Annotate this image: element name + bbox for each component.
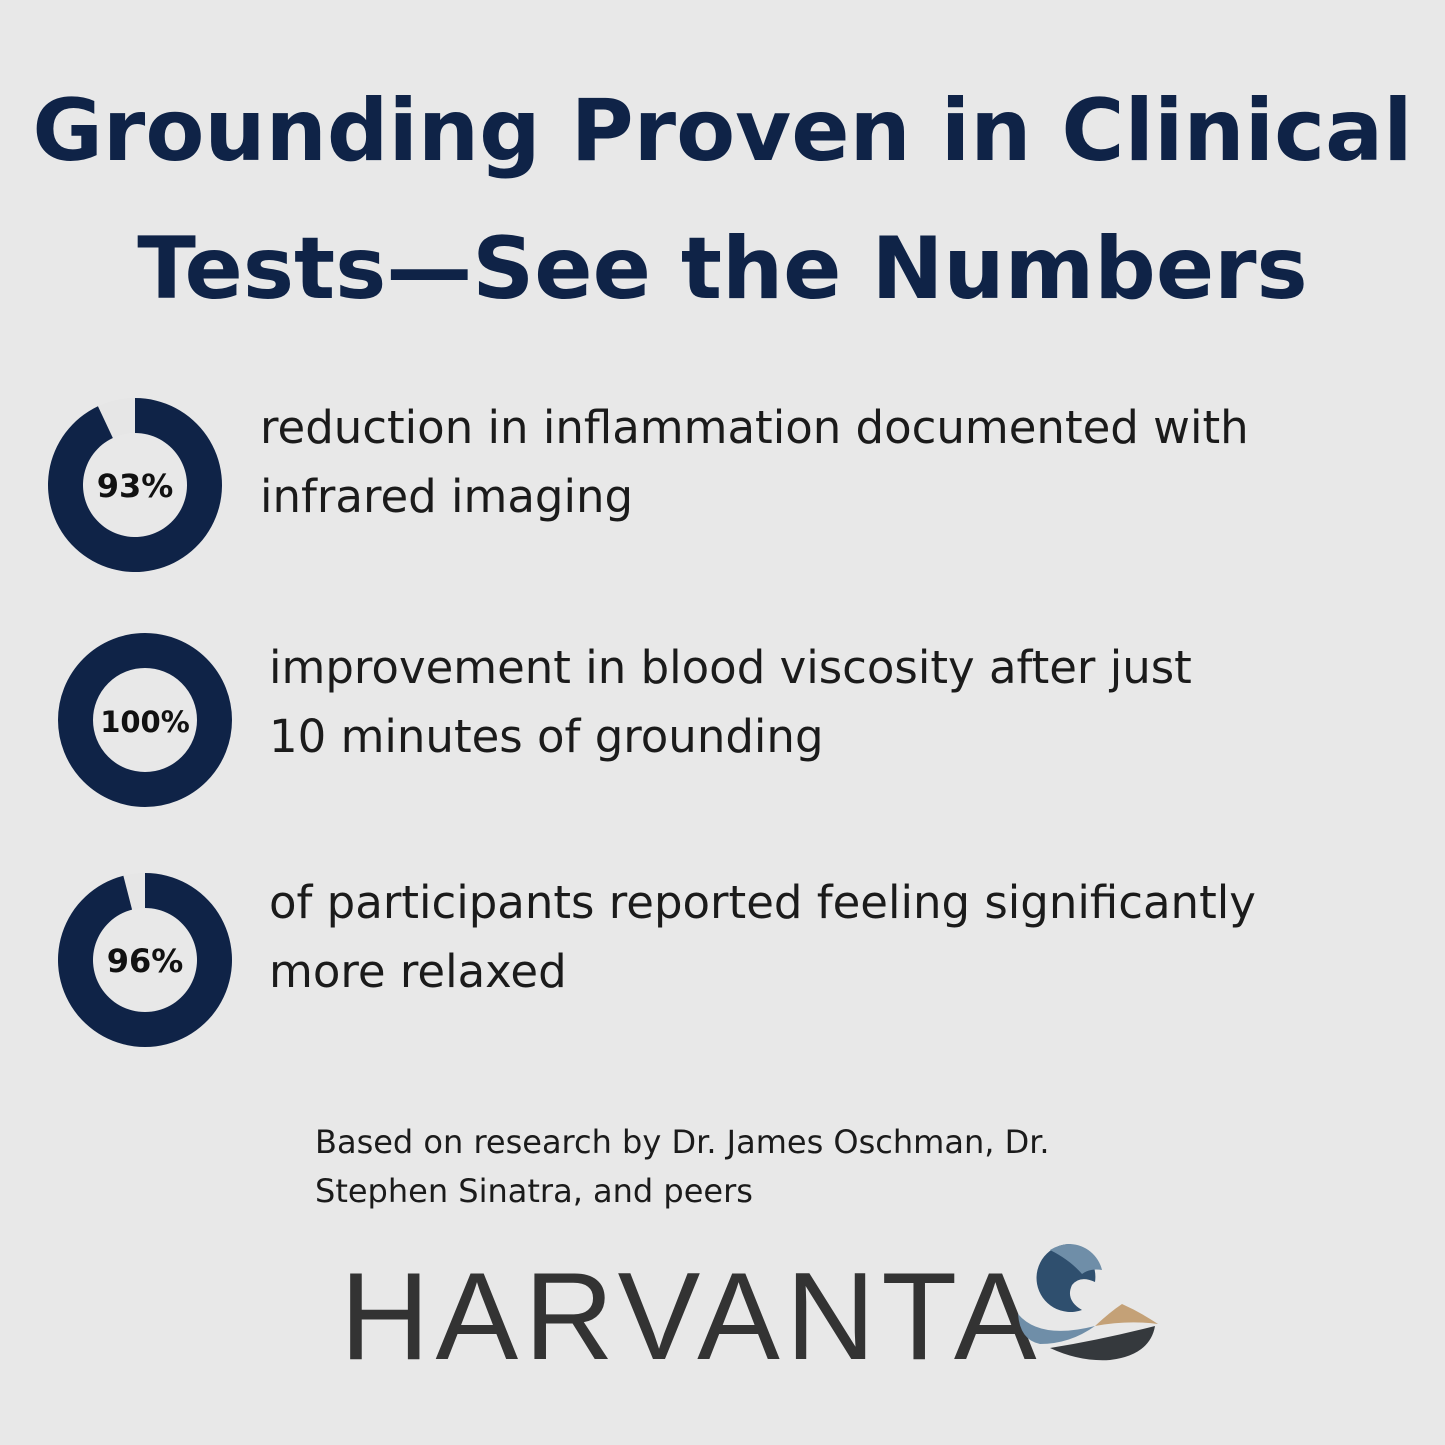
donut-data-label: 96% (107, 942, 184, 980)
donut-value-segment (57, 873, 233, 1047)
stat-3-line-1: of participants reported feeling signifi… (269, 876, 1256, 929)
brand-logo-text: HARVANTA (340, 1248, 1043, 1386)
donut-chart-1: 93% (47, 398, 222, 572)
title-line-1: Grounding Proven in Clinical (32, 81, 1413, 181)
donut-data-label: 93% (97, 467, 174, 505)
stat-2-line-2: 10 minutes of grounding (269, 710, 824, 763)
source-line-2: Stephen Sinatra, and peers (315, 1172, 753, 1210)
stat-text-1: reduction in inflammation documented wit… (260, 393, 1249, 531)
page-title: Grounding Proven in Clinical Tests—See t… (0, 62, 1445, 338)
source-line-1: Based on research by Dr. James Oschman, … (315, 1123, 1050, 1161)
donut-value-segment (58, 633, 232, 807)
stat-1-line-1: reduction in inflammation documented wit… (260, 401, 1249, 454)
harvanta-logo-icon (1018, 1244, 1158, 1361)
stat-3-line-2: more relaxed (269, 945, 567, 998)
title-line-2: Tests—See the Numbers (137, 219, 1308, 319)
stat-text-2: improvement in blood viscosity after jus… (269, 633, 1192, 771)
stat-text-3: of participants reported feeling signifi… (269, 868, 1256, 1006)
stat-2-line-1: improvement in blood viscosity after jus… (269, 641, 1192, 694)
stat-1-line-2: infrared imaging (260, 470, 634, 523)
donut-value-segment (47, 398, 222, 572)
donut-chart-2: 100% (58, 633, 232, 807)
donut-data-label: 100% (100, 705, 190, 739)
source-note: Based on research by Dr. James Oschman, … (315, 1118, 1050, 1216)
donut-chart-3: 96% (57, 873, 233, 1047)
